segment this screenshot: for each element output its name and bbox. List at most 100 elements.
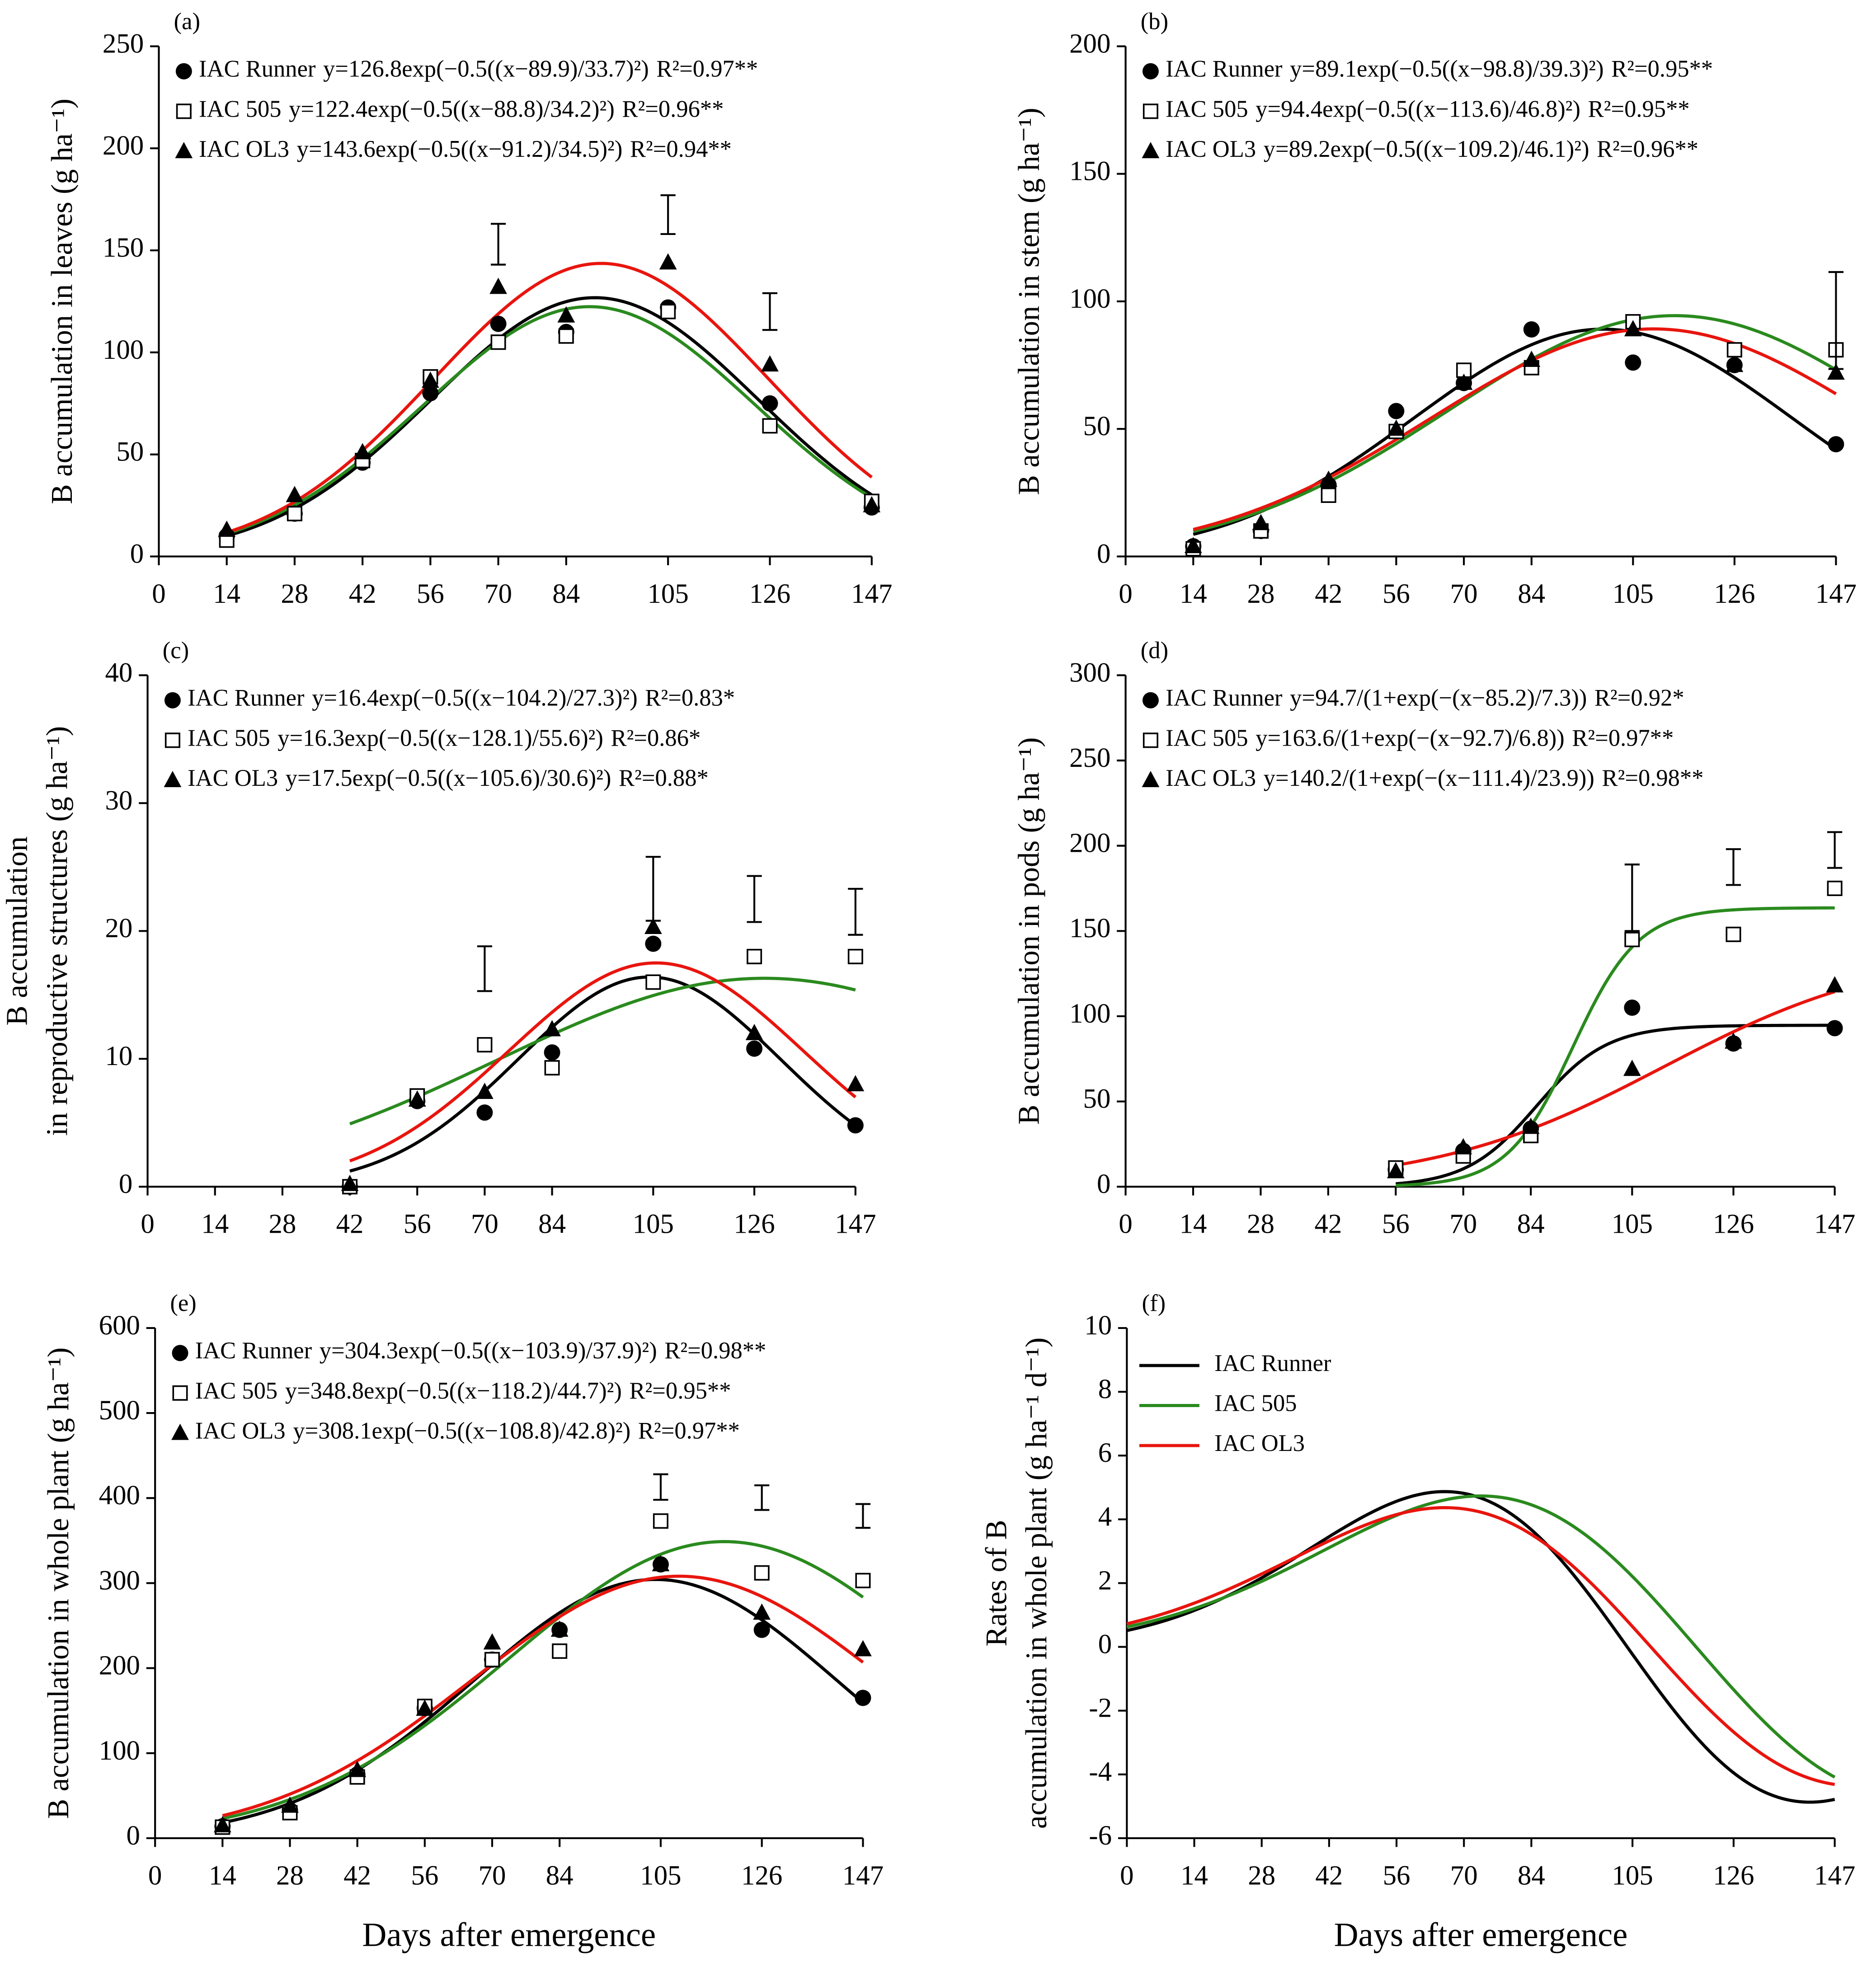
point bbox=[558, 328, 574, 344]
x-axis-title: Days after emergence bbox=[1334, 1916, 1628, 1953]
point bbox=[1826, 1020, 1843, 1037]
legend-equation: y=16.3exp(−0.5((x−128.1)/55.6)²) bbox=[277, 725, 603, 751]
panel: 0 50 100 150 200 250 300 0 14 28 42 56 70 84 105 126 147… bbox=[1012, 638, 1855, 1239]
y-tick-label: 0 bbox=[130, 539, 144, 569]
point bbox=[484, 1652, 500, 1667]
point bbox=[1624, 1000, 1641, 1016]
y-tick-label: 8 bbox=[1098, 1374, 1112, 1404]
x-tick-label: 42 bbox=[1314, 1209, 1342, 1239]
fit-curve bbox=[1126, 1506, 1835, 1786]
y-tick-label: -2 bbox=[1089, 1693, 1112, 1723]
x-tick-label: 28 bbox=[268, 1209, 296, 1239]
y-axis-title: in reproductive structures (g ha⁻¹) bbox=[41, 726, 74, 1136]
legend-r2: R²=0.98** bbox=[664, 1338, 766, 1364]
legend-r2: R²=0.92* bbox=[1594, 685, 1684, 711]
point bbox=[490, 334, 506, 350]
point bbox=[1388, 403, 1405, 419]
x-tick-label: 70 bbox=[1450, 1860, 1478, 1891]
y-tick-label: 50 bbox=[116, 437, 144, 467]
x-tick-label: 56 bbox=[404, 1209, 431, 1239]
x-tick-label: 147 bbox=[1814, 1209, 1855, 1239]
fit-curve bbox=[1126, 1490, 1835, 1804]
x-tick-label: 70 bbox=[484, 579, 512, 609]
legend-name: IAC 505 bbox=[188, 725, 270, 751]
error-bar bbox=[1726, 848, 1741, 886]
y-axis-title: accumulation in whole plant (g ha⁻¹ d⁻¹) bbox=[1020, 1338, 1053, 1829]
point bbox=[1522, 1117, 1540, 1134]
y-tick-label: 300 bbox=[1069, 657, 1110, 688]
legend-r2: R²=0.96** bbox=[622, 96, 724, 122]
x-tick-label: 105 bbox=[1613, 579, 1654, 609]
point bbox=[348, 1760, 367, 1777]
legend-r2: R²=0.95** bbox=[629, 1378, 731, 1404]
point bbox=[543, 1020, 561, 1037]
legend-entry: IAC 505 y=163.6/(1+exp(−(x−92.7)/6.8)) R²=… bbox=[1166, 725, 1674, 751]
panel-label: (d) bbox=[1141, 638, 1168, 664]
x-tick-label: 14 bbox=[209, 1860, 236, 1891]
panel-label: (b) bbox=[1141, 9, 1168, 35]
x-tick-label: 84 bbox=[1517, 1209, 1545, 1239]
point bbox=[1725, 1032, 1742, 1049]
point bbox=[421, 371, 439, 388]
legend-entry: IAC Runner y=94.7/(1+exp(−(x−85.2)/7.3)) R… bbox=[1166, 685, 1684, 711]
point bbox=[745, 1023, 763, 1040]
point bbox=[552, 1643, 568, 1659]
error-bar bbox=[653, 1473, 668, 1501]
y-tick-label: 0 bbox=[1097, 1169, 1110, 1199]
panel: 0 50 100 150 200 250 0 14 28 42 56 70 84 105 126 147 B a… bbox=[46, 9, 892, 609]
point bbox=[286, 486, 304, 502]
fit-curve bbox=[1396, 1023, 1835, 1186]
legend-name: IAC OL3 bbox=[1166, 136, 1256, 162]
x-tick-label: 84 bbox=[1518, 579, 1545, 609]
fit-curve bbox=[349, 961, 857, 1163]
legend-r2: R²=0.97** bbox=[638, 1418, 740, 1444]
x-tick-label: 28 bbox=[1247, 579, 1275, 609]
error-bar bbox=[1828, 271, 1844, 370]
point bbox=[477, 1037, 493, 1053]
point bbox=[754, 1565, 770, 1581]
y-tick-label: 250 bbox=[1069, 743, 1110, 773]
legend-equation: y=89.1exp(−0.5((x−98.8)/39.3)²) bbox=[1290, 56, 1603, 82]
legend-r2: R²=0.94** bbox=[630, 136, 732, 162]
legend-equation: y=16.4exp(−0.5((x−104.2)/27.3)²) bbox=[312, 685, 638, 711]
point bbox=[1387, 419, 1405, 436]
y-axis-title: Rates of B bbox=[980, 1520, 1013, 1646]
y-tick-label: 100 bbox=[103, 335, 144, 365]
x-tick-label: 0 bbox=[1120, 1860, 1133, 1891]
point bbox=[489, 277, 507, 294]
legend-marker bbox=[175, 63, 192, 80]
legend-marker bbox=[176, 103, 192, 119]
panel-label: (e) bbox=[170, 1290, 196, 1316]
legend-r2: R²=0.86* bbox=[611, 725, 701, 751]
legend-marker bbox=[164, 771, 182, 788]
point bbox=[854, 1640, 872, 1657]
legend-marker bbox=[1142, 63, 1159, 80]
y-tick-label: 200 bbox=[99, 1651, 140, 1681]
x-tick-label: 14 bbox=[1180, 1860, 1208, 1891]
fit-curve bbox=[349, 976, 856, 1126]
legend-equation: y=163.6/(1+exp(−(x−92.7)/6.8)) bbox=[1255, 725, 1565, 751]
point bbox=[746, 1040, 763, 1057]
legend-name: IAC 505 bbox=[1166, 96, 1248, 122]
x-tick-label: 0 bbox=[141, 1209, 154, 1239]
point bbox=[753, 1621, 770, 1638]
x-tick-label: 84 bbox=[1518, 1860, 1545, 1891]
x-tick-label: 42 bbox=[1315, 1860, 1343, 1891]
legend-entry: IAC Runner y=89.1exp(−0.5((x−98.8)/39.3)²… bbox=[1166, 56, 1713, 82]
point bbox=[1320, 470, 1338, 487]
x-tick-label: 84 bbox=[552, 579, 580, 609]
point bbox=[544, 1044, 560, 1061]
legend-equation: y=126.8exp(−0.5((x−89.9)/33.7)²) bbox=[323, 56, 649, 82]
error-bar bbox=[490, 223, 506, 266]
point bbox=[408, 1090, 426, 1107]
point bbox=[416, 1699, 434, 1716]
x-tick-label: 105 bbox=[647, 579, 688, 609]
point bbox=[855, 1573, 871, 1588]
y-tick-label: 50 bbox=[1083, 1084, 1111, 1114]
point bbox=[645, 935, 662, 952]
y-tick-label: 100 bbox=[1069, 284, 1110, 314]
point bbox=[550, 1620, 569, 1637]
error-bar bbox=[477, 945, 493, 992]
x-tick-label: 70 bbox=[1450, 579, 1478, 609]
x-tick-label: 105 bbox=[633, 1209, 674, 1239]
